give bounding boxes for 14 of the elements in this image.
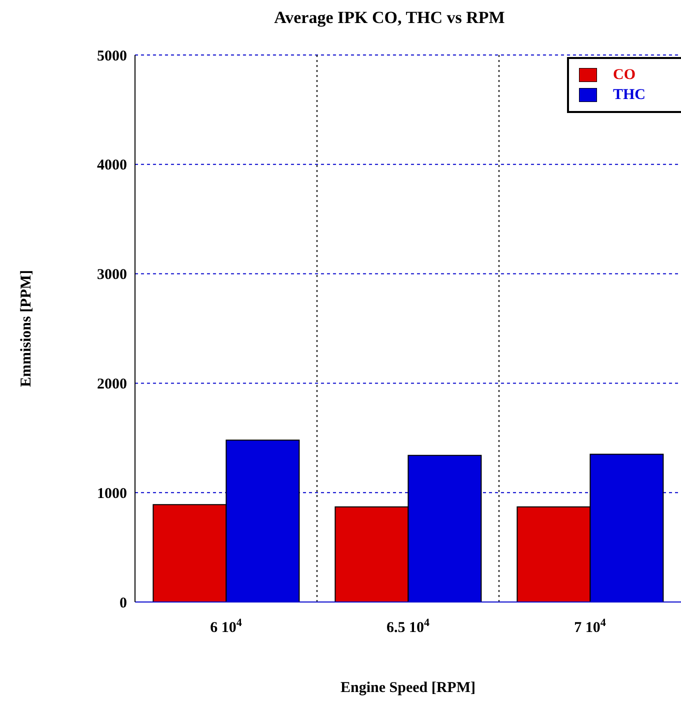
y-tick-label: 4000 [97, 158, 127, 174]
y-tick-label: 0 [120, 595, 127, 612]
y-tick-label: 3000 [97, 267, 127, 284]
chart-title: Average IPK CO, THC vs RPM [273, 8, 506, 29]
y-tick-label: 2000 [97, 376, 127, 393]
x-tick-label: 6 10$^{4}$ [210, 617, 242, 636]
x-tick-label: 7 10$^{4}$ [574, 617, 606, 636]
legend-label: CO [613, 66, 636, 84]
legend-label: THC [613, 86, 646, 104]
x-tick-label: 6.5 10$^{4}$ [386, 617, 430, 636]
y-axis-title: Emmisions [PPM] [18, 270, 34, 388]
y-tick-label: 5000 [97, 48, 127, 64]
x-axis-title: Engine Speed [RPM] [340, 680, 476, 696]
y-tick-label: 1000 [97, 486, 127, 502]
